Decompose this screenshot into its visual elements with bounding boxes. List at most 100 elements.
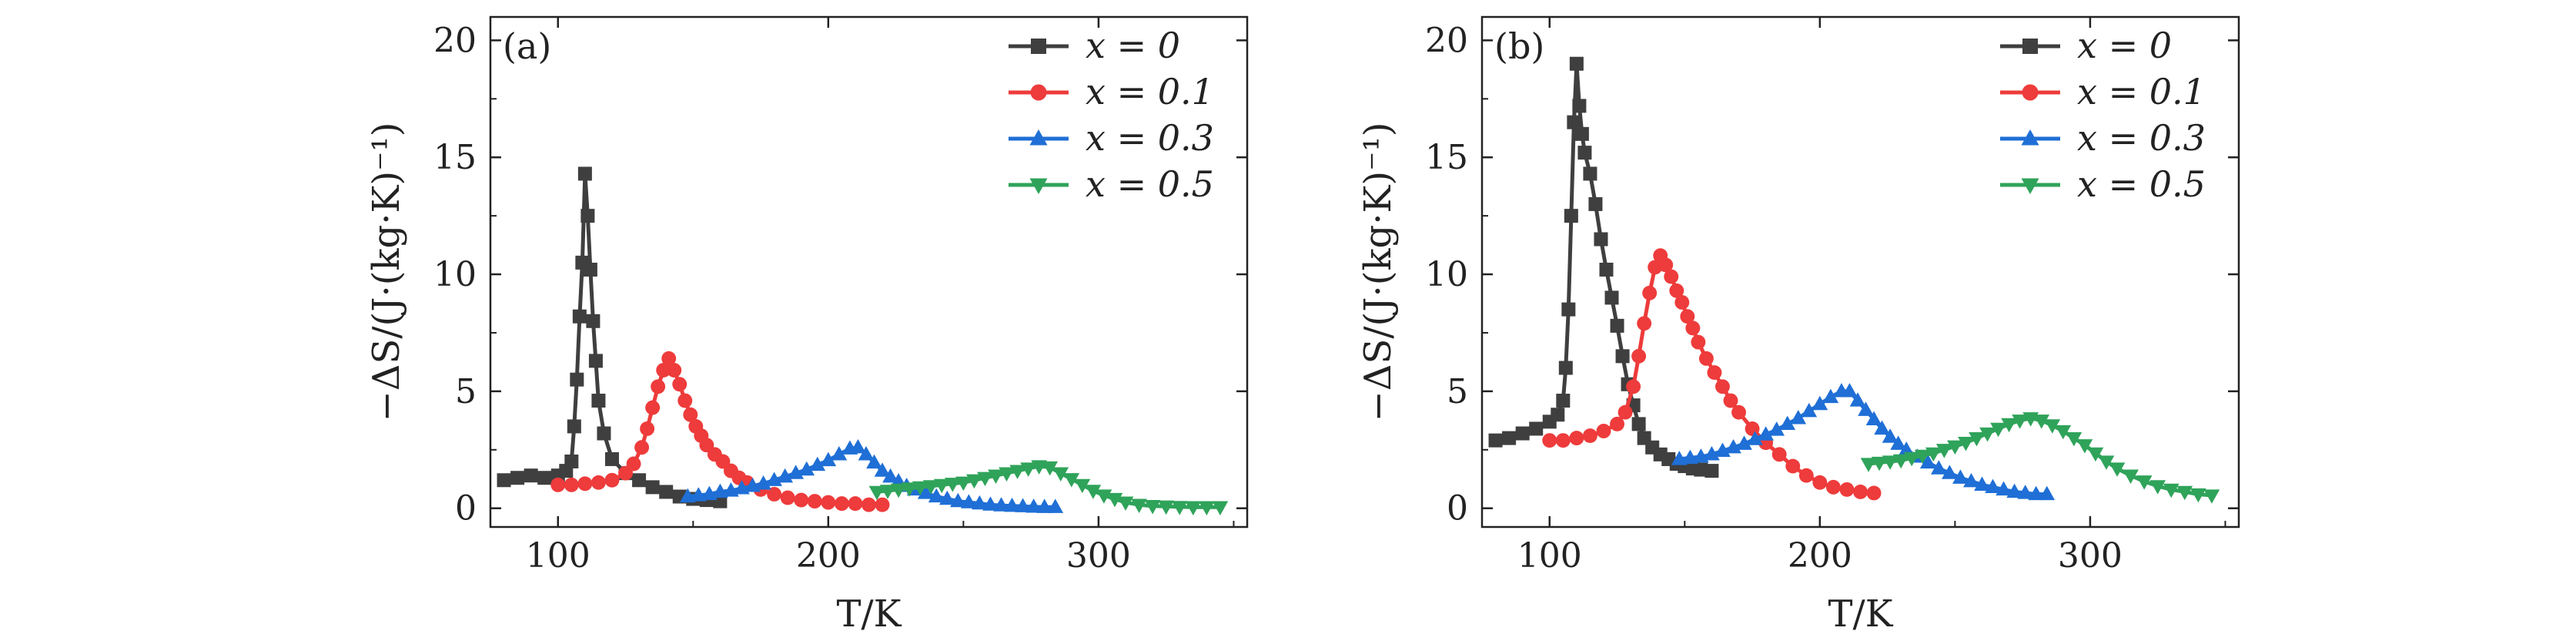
data-point xyxy=(1502,431,1517,445)
data-point xyxy=(583,262,597,277)
data-point xyxy=(1558,361,1573,375)
data-point xyxy=(2066,431,2083,447)
data-point xyxy=(1882,428,1899,443)
data-point xyxy=(1551,408,1565,422)
data-point xyxy=(848,496,863,512)
data-point xyxy=(2176,485,2193,501)
data-point xyxy=(999,467,1015,482)
data-point xyxy=(780,490,795,505)
data-point xyxy=(577,476,593,492)
data-point xyxy=(672,377,687,392)
data-point xyxy=(2076,439,2093,454)
data-point xyxy=(794,492,809,508)
data-point xyxy=(1930,460,1947,475)
legend-marker xyxy=(2022,39,2038,54)
data-point xyxy=(1658,257,1674,273)
data-point xyxy=(550,477,566,492)
data-point xyxy=(1642,285,1658,300)
data-point xyxy=(1758,426,1774,441)
data-point xyxy=(1577,146,1592,160)
data-point xyxy=(966,474,982,489)
data-point xyxy=(1849,392,1866,407)
data-point xyxy=(875,497,890,512)
data-point xyxy=(1015,498,1031,512)
plot-frame xyxy=(1480,15,2240,529)
data-point xyxy=(1618,404,1633,420)
data-point xyxy=(586,314,601,328)
data-point xyxy=(1671,451,1688,465)
legend-marker xyxy=(2021,129,2039,146)
data-point xyxy=(874,462,891,477)
data-point xyxy=(1865,411,1882,425)
y-tick-label: 10 xyxy=(1425,255,1468,294)
data-point xyxy=(1903,451,1920,467)
legend-marker xyxy=(1030,84,1047,101)
data-point xyxy=(977,472,993,487)
data-point xyxy=(537,471,552,485)
data-point xyxy=(982,496,999,511)
data-point xyxy=(1919,454,1936,469)
data-point xyxy=(2017,485,2034,499)
data-point xyxy=(1860,458,1877,472)
data-point xyxy=(1626,379,1641,394)
data-point xyxy=(1004,497,1020,512)
data-point xyxy=(564,454,579,468)
data-point xyxy=(1990,422,2006,438)
legend-marker xyxy=(1029,178,1048,194)
x-tick-label: 200 xyxy=(796,536,861,576)
legend-label: x = 0.3 xyxy=(2077,117,2206,159)
data-point xyxy=(2163,483,2180,498)
data-point xyxy=(1839,482,1855,497)
x-tick-label: 100 xyxy=(1517,536,1582,576)
data-point xyxy=(1664,269,1679,284)
y-axis-label: −ΔS/(J·(kg·K)⁻¹) xyxy=(1357,122,1400,422)
data-point xyxy=(807,494,822,509)
data-point xyxy=(712,483,728,498)
data-point xyxy=(1866,485,1882,501)
x-tick-label: 100 xyxy=(526,536,590,576)
y-tick-label: 0 xyxy=(455,489,477,529)
data-point xyxy=(659,485,674,499)
data-point xyxy=(577,166,592,181)
data-point xyxy=(1529,421,1544,436)
data-point xyxy=(1158,500,1175,515)
data-point xyxy=(2123,469,2139,484)
data-point xyxy=(1779,415,1796,431)
series-x-0_3 xyxy=(679,438,1064,513)
data-point xyxy=(1674,295,1690,310)
data-point xyxy=(928,488,945,503)
data-point xyxy=(524,468,538,483)
data-point xyxy=(1715,379,1730,394)
data-point xyxy=(1198,501,1215,515)
legend-label: x = 0.3 xyxy=(1086,117,1214,159)
data-point xyxy=(1935,444,1952,458)
data-point xyxy=(1736,435,1752,450)
data-point xyxy=(1890,435,1906,450)
data-point xyxy=(1925,447,1942,462)
data-point xyxy=(590,475,606,490)
data-point xyxy=(1212,501,1229,515)
data-point xyxy=(961,494,977,508)
data-point xyxy=(1842,383,1858,398)
data-point xyxy=(1812,475,1828,490)
data-point xyxy=(955,476,972,492)
data-point xyxy=(1610,318,1624,333)
data-point xyxy=(1785,458,1801,474)
data-point xyxy=(1052,467,1069,482)
data-point xyxy=(2001,418,2017,433)
y-tick-label: 5 xyxy=(455,372,477,411)
data-point xyxy=(1556,394,1571,408)
data-point xyxy=(2012,414,2028,429)
data-point xyxy=(1020,462,1036,477)
y-tick-label: 15 xyxy=(1425,138,1468,177)
data-point xyxy=(1790,409,1807,425)
data-point xyxy=(868,485,885,501)
data-point xyxy=(2055,425,2072,440)
data-point xyxy=(1685,320,1701,336)
data-point xyxy=(798,461,815,476)
data-point xyxy=(1515,426,1530,441)
series-line xyxy=(503,172,721,504)
x-axis-label: T/K xyxy=(836,592,902,636)
data-point xyxy=(661,351,677,366)
data-point xyxy=(1117,496,1134,511)
